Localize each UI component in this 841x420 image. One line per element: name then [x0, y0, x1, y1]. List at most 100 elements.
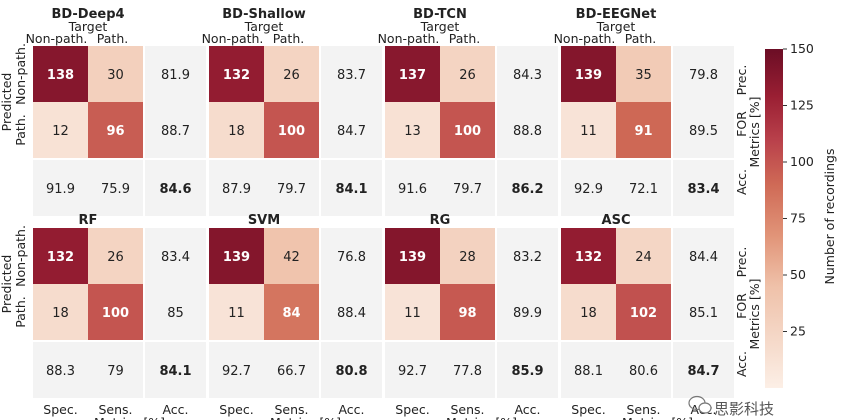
matrix-cell: 91: [634, 124, 652, 139]
matrix-cell-bg: [88, 284, 143, 340]
accuracy-cell: 84.7: [687, 364, 719, 379]
matrix-cell: 35: [635, 68, 652, 83]
accuracy-cell-bg: [497, 160, 558, 216]
row-metric-cell-bg: [321, 46, 382, 102]
matrix-cell: 26: [107, 250, 124, 265]
col-metric-cell-bg: [88, 160, 143, 216]
col-metric-cell: 91.9: [46, 182, 75, 197]
matrix-cell-bg: [88, 228, 143, 284]
panel-rg: RG 139 28 83.2 11 98 89.9 92.7 77.8 85.9 Spec. Sens…: [385, 213, 558, 420]
col-metric-cell-bg: [88, 342, 143, 398]
col-metric-cell: 91.6: [398, 182, 427, 197]
matrix-cell-bg: [616, 228, 671, 284]
col-label: Non-path.: [202, 31, 264, 46]
metric-row-title: Metrics [%]: [747, 97, 762, 168]
metric-row-label: Acc.: [734, 351, 749, 377]
metric-col-label: Sens.: [274, 402, 308, 417]
matrix-cell: 42: [283, 250, 300, 265]
accuracy-cell-bg: [145, 342, 206, 398]
matrix-cell-bg: [33, 102, 88, 158]
matrix-cell-bg: [264, 102, 319, 158]
metric-col-label: Sens.: [98, 402, 132, 417]
metric-col-title: Metrics [%]: [270, 415, 341, 420]
row-metric-cell-bg: [673, 102, 734, 158]
accuracy-cell-bg: [497, 342, 558, 398]
panel-title: ASC: [602, 213, 631, 228]
col-label: Path.: [625, 31, 656, 46]
matrix-cell-bg: [440, 228, 495, 284]
col-metric-cell-bg: [209, 342, 264, 398]
panel-title: BD-EEGNet: [576, 7, 657, 22]
panel-title: RF: [79, 213, 98, 228]
col-metric-cell: 79.7: [453, 182, 482, 197]
matrix-cell: 100: [102, 306, 129, 321]
colorbar-gradient: [765, 49, 783, 388]
col-metric-cell: 66.7: [277, 364, 306, 379]
row-metric-cell-bg: [497, 284, 558, 340]
metric-col-label: Acc.: [514, 402, 540, 417]
col-metric-cell-bg: [440, 342, 495, 398]
accuracy-cell: 85.9: [511, 364, 543, 379]
col-metric-cell: 77.8: [453, 364, 482, 379]
col-metric-cell: 92.9: [574, 182, 603, 197]
col-label: Path.: [273, 31, 304, 46]
panel-title: BD-TCN: [413, 7, 467, 22]
panels-layer: BD-Deep4 138 30 81.9 12 96 88.7 91.9 75.9 84.6 Tar…: [0, 7, 762, 420]
accuracy-cell: 84.1: [335, 182, 367, 197]
matrix-cell: 96: [106, 124, 124, 139]
metric-col-label: Sens.: [450, 402, 484, 417]
col-axis-title: Target: [68, 19, 108, 34]
row-metric-cell: 76.8: [337, 250, 366, 265]
metric-row-label: Acc.: [734, 169, 749, 195]
row-metric-cell: 79.8: [689, 68, 718, 83]
row-axis-title: Predicted: [0, 255, 14, 314]
col-metric-cell-bg: [440, 160, 495, 216]
matrix-cell: 132: [575, 250, 602, 265]
watermark-text: 思影科技: [714, 400, 774, 418]
col-metric-cell-bg: [616, 160, 671, 216]
wechat-icon: [688, 395, 712, 414]
matrix-cell: 18: [580, 306, 597, 321]
panel-bd-tcn: BD-TCN 137 26 84.3 13 100 88.8 91.6 79.7 86.2 Targ…: [378, 7, 558, 216]
matrix-cell: 84: [282, 306, 300, 321]
panel-bd-shallow: BD-Shallow 132 26 83.7 18 100 84.7 87.9 79.7 84.1…: [202, 7, 382, 216]
panel-asc: ASC 132 24 84.4 18 102 85.1 88.1 80.6 84.7 Spec. Se…: [561, 213, 762, 420]
row-metric-cell-bg: [145, 284, 206, 340]
matrix-cell-bg: [33, 46, 88, 102]
panel-bd-deep4: BD-Deep4 138 30 81.9 12 96 88.7 91.9 75.9 84.6 Tar…: [0, 7, 206, 216]
row-metric-cell-bg: [673, 228, 734, 284]
matrix-cell: 138: [47, 68, 74, 83]
matrix-cell-bg: [385, 102, 440, 158]
col-metric-cell: 87.9: [222, 182, 251, 197]
matrix-cell: 26: [459, 68, 476, 83]
row-metric-cell-bg: [321, 284, 382, 340]
metric-row-label: Prec.: [734, 247, 749, 278]
row-metric-cell-bg: [497, 46, 558, 102]
col-metric-cell-bg: [561, 342, 616, 398]
matrix-cell: 18: [228, 124, 245, 139]
row-metric-cell: 83.7: [337, 68, 366, 83]
row-metric-cell-bg: [497, 228, 558, 284]
col-metric-cell-bg: [264, 342, 319, 398]
metric-col-label: Spec.: [395, 402, 429, 417]
col-label: Non-path.: [26, 31, 88, 46]
row-metric-cell-bg: [321, 228, 382, 284]
col-metric-cell: 92.7: [398, 364, 427, 379]
matrix-cell-bg: [561, 284, 616, 340]
panel-title: SVM: [248, 213, 280, 228]
accuracy-cell: 80.8: [335, 364, 367, 379]
row-metric-cell: 89.9: [513, 306, 542, 321]
colorbar-tick-label: 25: [790, 324, 806, 339]
metric-row-label: Prec.: [734, 65, 749, 96]
row-metric-cell: 83.4: [161, 250, 190, 265]
accuracy-cell: 83.4: [687, 182, 719, 197]
accuracy-cell-bg: [673, 160, 734, 216]
row-metric-cell: 83.2: [513, 250, 542, 265]
matrix-cell: 28: [459, 250, 476, 265]
col-metric-cell: 80.6: [629, 364, 658, 379]
col-metric-cell-bg: [385, 160, 440, 216]
metric-row-label: FOR: [734, 111, 749, 137]
matrix-cell: 137: [399, 68, 426, 83]
row-metric-cell-bg: [145, 102, 206, 158]
col-metric-cell-bg: [209, 160, 264, 216]
